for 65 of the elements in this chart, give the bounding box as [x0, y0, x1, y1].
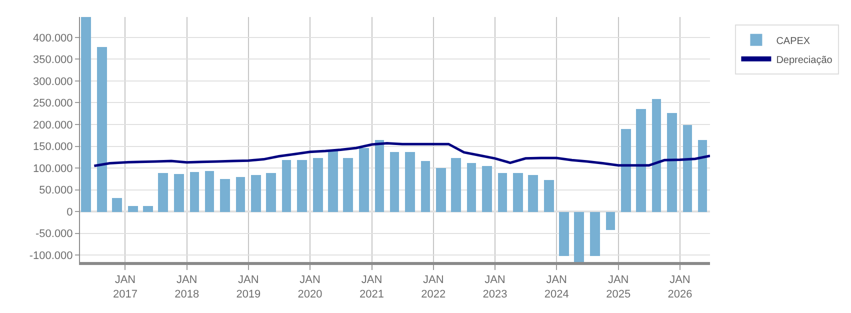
bar — [112, 198, 122, 212]
bar — [313, 158, 323, 212]
bar — [467, 163, 476, 212]
bar — [559, 212, 569, 256]
bar — [405, 152, 415, 212]
bar — [498, 173, 507, 212]
bar — [513, 173, 523, 212]
x-tick-label: JAN 2019 — [236, 274, 261, 300]
bar — [636, 109, 646, 212]
x-tick-label: JAN 2017 — [112, 274, 138, 300]
bar — [297, 160, 307, 212]
y-tick-label: 150.000 — [33, 141, 73, 154]
bar — [205, 171, 214, 212]
bar — [683, 125, 692, 212]
x-tick-label: JAN 2020 — [298, 274, 322, 300]
bar — [482, 166, 492, 212]
bar — [97, 47, 107, 212]
bar — [436, 168, 446, 212]
bar — [375, 140, 384, 212]
line-series — [92, 142, 710, 168]
bar — [528, 175, 538, 212]
x-tick-label: JAN 2018 — [174, 274, 200, 300]
bar — [328, 151, 338, 212]
y-tick-label: 300.000 — [33, 76, 73, 88]
bar — [143, 206, 153, 212]
bar — [128, 206, 138, 212]
bar — [236, 177, 245, 212]
x-tick-label: JAN 2022 — [421, 274, 446, 300]
x-tick-label: JAN 2021 — [360, 274, 384, 300]
bar — [698, 140, 707, 212]
y-tick-label: 400.000 — [33, 32, 73, 44]
bar — [359, 148, 369, 212]
bar — [282, 160, 291, 212]
bar — [451, 158, 461, 212]
y-tick-label: 0 — [66, 206, 73, 218]
y-tick-label: 50.000 — [39, 184, 73, 197]
bar — [220, 179, 230, 212]
legend-label: Depreciação — [776, 54, 833, 66]
bar — [574, 212, 584, 262]
bar — [343, 158, 353, 212]
bar — [390, 152, 399, 212]
bar — [544, 180, 554, 212]
x-tick-label: JAN 2026 — [668, 274, 692, 300]
bar — [158, 173, 168, 212]
y-tick-label: -50.000 — [35, 228, 73, 240]
bar — [621, 129, 631, 212]
bar — [266, 173, 276, 212]
bar — [652, 99, 661, 212]
bar — [421, 161, 430, 212]
y-tick-label: -100.000 — [29, 250, 73, 262]
legend-label: CAPEX — [776, 36, 810, 47]
bar — [174, 174, 184, 212]
bar — [590, 212, 600, 256]
x-tick-label: JAN 2025 — [606, 274, 631, 300]
y-tick-label: 350.000 — [33, 54, 73, 66]
x-tick-label: JAN 2023 — [482, 274, 508, 300]
bar — [606, 212, 615, 230]
x-tick-label: JAN 2024 — [544, 274, 569, 300]
bar — [190, 172, 199, 212]
bar — [251, 175, 261, 212]
bar — [667, 113, 677, 212]
y-tick-label: 100.000 — [33, 162, 73, 175]
y-tick-label: 250.000 — [33, 98, 73, 110]
bar — [81, 17, 91, 212]
y-tick-label: 200.000 — [33, 119, 73, 132]
